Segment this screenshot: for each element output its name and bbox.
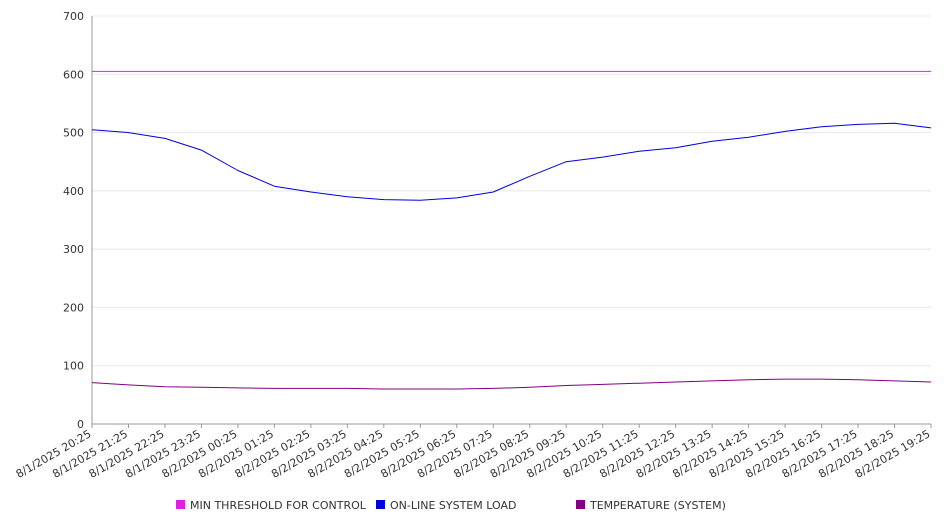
grid-lines [92,15,931,425]
series-lines [91,70,932,390]
y-tick-label: 700 [63,10,84,23]
legend-label: MIN THRESHOLD FOR CONTROL [190,499,367,512]
legend-swatch [176,500,185,509]
legend-swatch [576,500,585,509]
y-tick-label: 100 [63,360,84,373]
y-tick-label: 300 [63,243,84,256]
y-tick-label: 400 [63,185,84,198]
y-tick-label: 200 [63,301,84,314]
legend-label: TEMPERATURE (SYSTEM) [589,499,726,512]
series-line-2 [91,378,932,390]
y-tick-label: 600 [63,68,84,81]
y-axis: 0 100 200 300 400 500 600 700 [63,10,93,431]
y-tick-label: 500 [63,127,84,140]
legend: MIN THRESHOLD FOR CONTROL ON-LINE SYSTEM … [176,499,726,512]
legend-swatch [376,500,385,509]
legend-label: ON-LINE SYSTEM LOAD [390,499,516,512]
y-tick-label: 0 [77,418,84,431]
series-line-1 [91,122,932,201]
x-axis: 8/1/2025 20:258/1/2025 21:258/1/2025 22:… [14,423,933,481]
